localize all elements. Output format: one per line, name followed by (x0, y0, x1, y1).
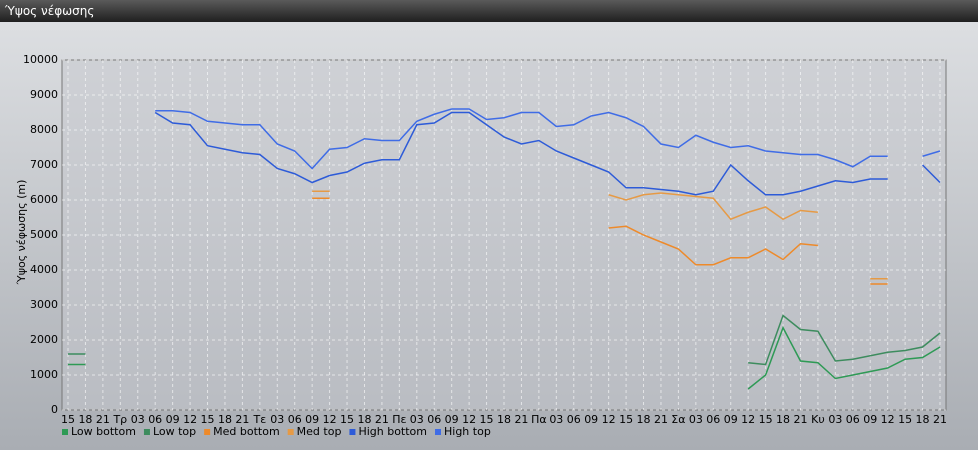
x-tick-label: 21 (654, 413, 668, 426)
y-tick-label: 8000 (30, 123, 58, 136)
x-tick-label: 15 (340, 413, 354, 426)
series-line (68, 325, 941, 390)
legend-swatch (435, 429, 441, 435)
y-tick-label: 0 (51, 403, 58, 416)
x-tick-label: 21 (933, 413, 947, 426)
y-tick-label: 4000 (30, 263, 58, 276)
legend-swatch (143, 429, 150, 435)
x-tick-label: 09 (305, 413, 319, 426)
legend-swatch (349, 429, 356, 435)
x-tick-label: Τρ (112, 413, 127, 426)
x-tick-label: 15 (619, 413, 633, 426)
x-tick-label: 06 (846, 413, 860, 426)
y-tick-label: 3000 (30, 298, 58, 311)
window-title: Ύψος νέφωσης (0, 0, 978, 22)
y-tick-label: 10000 (23, 53, 58, 66)
x-tick-label: 03 (410, 413, 424, 426)
x-tick-label: 18 (776, 413, 790, 426)
x-tick-label: 03 (549, 413, 563, 426)
legend-label: High bottom (358, 425, 427, 438)
legend-label: Med top (297, 425, 342, 438)
x-tick-label: 12 (462, 413, 476, 426)
x-tick-label: 15 (201, 413, 215, 426)
legend-swatch (204, 429, 211, 435)
y-tick-label: 6000 (30, 193, 58, 206)
x-tick-label: 12 (183, 413, 197, 426)
x-tick-label: 03 (270, 413, 284, 426)
x-tick-label: 12 (881, 413, 895, 426)
x-tick-label: 21 (375, 413, 389, 426)
x-tick-label: 06 (567, 413, 581, 426)
y-tick-label: 1000 (30, 368, 58, 381)
x-tick-label: 18 (916, 413, 930, 426)
x-tick-label: 03 (828, 413, 842, 426)
x-tick-label: 21 (96, 413, 110, 426)
legend-swatch (62, 429, 68, 435)
x-tick-label: 21 (235, 413, 249, 426)
series-line (312, 190, 888, 280)
x-tick-label: 15 (480, 413, 494, 426)
x-tick-label: 18 (218, 413, 232, 426)
x-tick-label: Σα (671, 413, 685, 426)
series-line (312, 197, 888, 285)
x-tick-label: 21 (793, 413, 807, 426)
x-tick-label: 09 (584, 413, 598, 426)
x-tick-label: 12 (741, 413, 755, 426)
y-axis-label: Ύψος νέφωσης (m) (15, 180, 28, 286)
x-tick-label: 18 (78, 413, 92, 426)
x-tick-label: Πα (531, 413, 547, 426)
x-tick-label: Κυ (811, 413, 825, 426)
x-tick-label: 06 (427, 413, 441, 426)
legend-label: Low top (153, 425, 196, 438)
x-tick-label: 15 (759, 413, 773, 426)
x-tick-label: 06 (706, 413, 720, 426)
chart: Ύψος νέφωσης (m) 0 1000 2000 3000 4000 5000 60… (15, 53, 947, 438)
series-line (154, 111, 941, 196)
x-tick-label: Πε (392, 413, 406, 426)
x-tick-label: 12 (602, 413, 616, 426)
x-tick-label: 15 (61, 413, 75, 426)
series-line (68, 314, 941, 366)
legend-swatch (287, 429, 294, 435)
x-tick-label: 03 (131, 413, 145, 426)
x-tick-label: 18 (637, 413, 651, 426)
x-tick-label: 09 (724, 413, 738, 426)
legend-label: Med bottom (213, 425, 280, 438)
x-tick-label: 18 (357, 413, 371, 426)
legend-label: Low bottom (71, 425, 136, 438)
y-tick-label: 7000 (30, 158, 58, 171)
x-tick-label: Τε (253, 413, 267, 426)
x-tick-label: 09 (445, 413, 459, 426)
x-tick-label: 21 (514, 413, 528, 426)
y-tick-label: 5000 (30, 228, 58, 241)
x-tick-label: 03 (689, 413, 703, 426)
x-tick-label: 06 (148, 413, 162, 426)
y-tick-label: 2000 (30, 333, 58, 346)
x-tick-label: 15 (898, 413, 912, 426)
series-line (155, 108, 941, 170)
x-tick-label: 18 (497, 413, 511, 426)
y-tick-label: 9000 (30, 88, 58, 101)
x-tick-label: 12 (323, 413, 337, 426)
x-tick-label: 06 (288, 413, 302, 426)
x-tick-label: 09 (166, 413, 180, 426)
x-tick-label: 09 (863, 413, 877, 426)
legend-label: High top (444, 425, 491, 438)
